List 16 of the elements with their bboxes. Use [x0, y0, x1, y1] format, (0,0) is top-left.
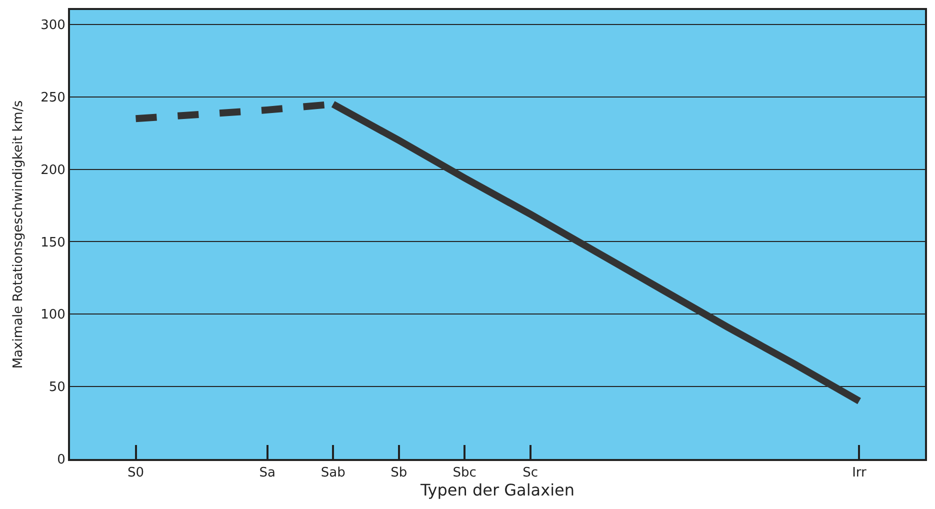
x-axis-title: Typen der Galaxien — [420, 480, 574, 500]
x-tick-label: S0 — [128, 466, 144, 481]
x-tick-label: Sa — [259, 466, 276, 481]
x-tick-label: Irr — [852, 466, 868, 481]
y-tick-label: 100 — [40, 308, 66, 323]
x-tick-label: Sbc — [452, 466, 476, 481]
y-tick-label: 150 — [40, 235, 66, 250]
x-tick-label: Sab — [320, 466, 346, 481]
y-tick-label: 300 — [40, 18, 66, 34]
x-tick-label: Sc — [522, 466, 538, 481]
y-tick-label: 50 — [48, 380, 66, 396]
y-tick-label: 200 — [40, 162, 66, 178]
x-tick-label: Sb — [390, 466, 408, 481]
y-tick-label: 0 — [57, 452, 66, 468]
y-axis-title: Maximale Rotationsgeschwindigkeit km/s — [11, 100, 26, 369]
y-tick-label: 250 — [40, 90, 66, 106]
